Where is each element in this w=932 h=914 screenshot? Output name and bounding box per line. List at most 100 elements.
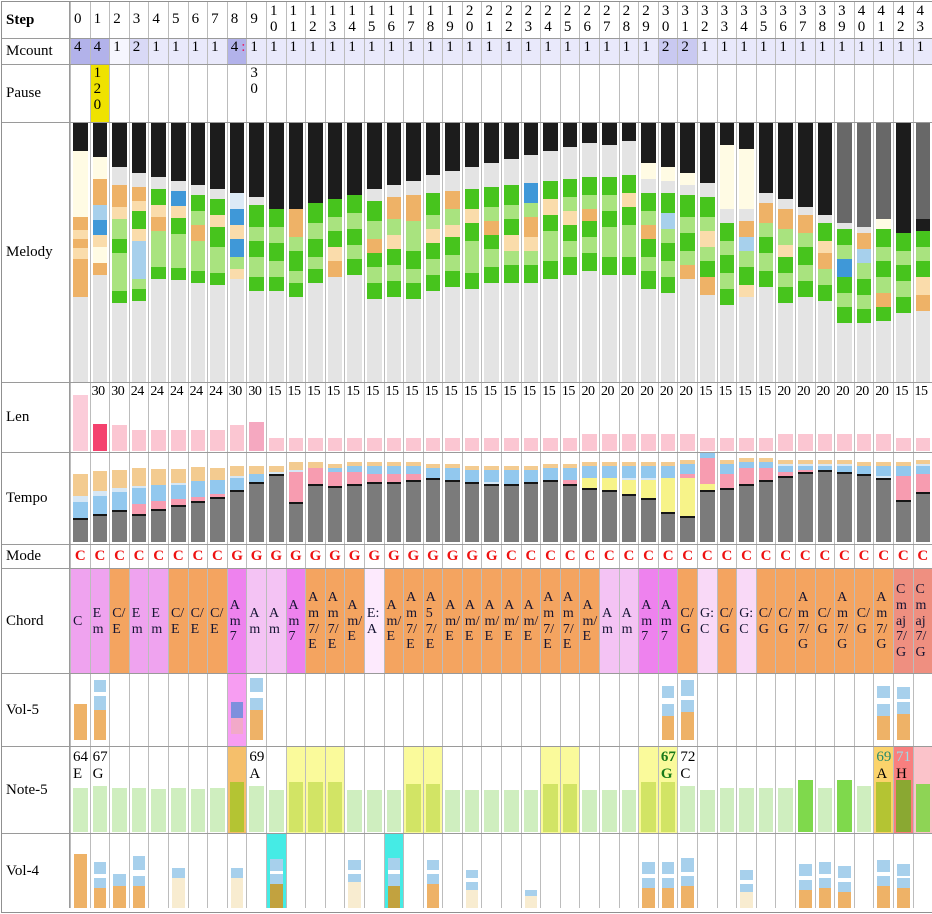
vol4-cell[interactable] <box>246 834 266 908</box>
vol5-cell[interactable] <box>109 674 129 746</box>
pause-cell[interactable] <box>697 65 717 122</box>
vol4-cell[interactable] <box>226 834 247 908</box>
mcount-cell[interactable]: 1 <box>794 39 815 64</box>
pause-cell[interactable] <box>716 65 737 122</box>
mode-cell[interactable]: C <box>148 545 168 568</box>
vol4-cell[interactable] <box>89 834 110 908</box>
note5-cell[interactable]: 64 E <box>70 747 90 833</box>
note5-cell[interactable] <box>559 747 580 833</box>
vol4-cell[interactable] <box>638 834 658 908</box>
mcount-cell[interactable]: 1 <box>755 39 776 64</box>
vol4-cell[interactable] <box>109 834 129 908</box>
len-cell[interactable]: 20 <box>834 383 854 452</box>
melody-cell[interactable] <box>89 123 110 382</box>
mcount-cell[interactable]: 1 <box>207 39 227 64</box>
step-cell[interactable]: 2 7 <box>599 2 619 38</box>
tempo-cell[interactable] <box>89 453 110 544</box>
mcount-cell[interactable]: 1 <box>540 39 560 64</box>
tempo-cell[interactable] <box>167 453 188 544</box>
step-cell[interactable]: 1 1 <box>285 2 306 38</box>
mode-cell[interactable]: C <box>697 545 717 568</box>
mcount-cell[interactable]: 1 <box>481 39 502 64</box>
pause-cell[interactable] <box>853 65 874 122</box>
mode-cell[interactable]: C <box>70 545 90 568</box>
chord-cell[interactable]: A m 7/ G <box>873 569 893 673</box>
mcount-cell[interactable]: 2 <box>128 39 149 64</box>
tempo-cell[interactable] <box>128 453 149 544</box>
mcount-cell[interactable]: 1 <box>559 39 580 64</box>
mode-cell[interactable]: G <box>226 545 247 568</box>
mode-cell[interactable]: C <box>109 545 129 568</box>
step-cell[interactable]: 2 9 <box>638 2 658 38</box>
melody-cell[interactable] <box>187 123 208 382</box>
vol5-cell[interactable] <box>403 674 423 746</box>
step-cell[interactable]: 4 2 <box>892 2 913 38</box>
tempo-cell[interactable] <box>736 453 756 544</box>
note5-cell[interactable] <box>383 747 404 833</box>
chord-cell[interactable]: C m aj 7/ G <box>892 569 913 673</box>
mcount-cell[interactable]: 2 <box>657 39 678 64</box>
note5-cell[interactable] <box>128 747 149 833</box>
vol5-cell[interactable] <box>657 674 678 746</box>
pause-cell[interactable] <box>422 65 443 122</box>
mode-cell[interactable]: G <box>461 545 482 568</box>
pause-cell[interactable] <box>461 65 482 122</box>
mode-cell[interactable]: G <box>442 545 462 568</box>
vol5-cell[interactable] <box>520 674 541 746</box>
note5-cell[interactable] <box>187 747 208 833</box>
mcount-cell[interactable]: 1 <box>148 39 168 64</box>
len-cell[interactable]: 15 <box>501 383 521 452</box>
melody-cell[interactable] <box>246 123 266 382</box>
melody-cell[interactable] <box>677 123 697 382</box>
pause-cell[interactable]: 3 0 <box>246 65 266 122</box>
mode-cell[interactable]: C <box>167 545 188 568</box>
len-cell[interactable]: 15 <box>422 383 443 452</box>
vol5-cell[interactable] <box>285 674 306 746</box>
vol4-cell[interactable] <box>265 834 286 908</box>
mcount-cell[interactable]: 1 <box>814 39 835 64</box>
note5-cell[interactable]: 67 G <box>89 747 110 833</box>
len-cell[interactable]: 20 <box>657 383 678 452</box>
mcount-cell[interactable]: 1 <box>363 39 384 64</box>
step-cell[interactable]: 4 <box>148 2 168 38</box>
vol4-cell[interactable] <box>128 834 149 908</box>
note5-cell[interactable] <box>305 747 325 833</box>
chord-cell[interactable]: A m/ E <box>344 569 364 673</box>
chord-cell[interactable]: A m 7/ E <box>403 569 423 673</box>
mcount-cell[interactable]: 1 <box>403 39 423 64</box>
note5-cell[interactable]: 72 C <box>677 747 697 833</box>
pause-cell[interactable] <box>638 65 658 122</box>
vol4-cell[interactable] <box>207 834 227 908</box>
mcount-cell[interactable]: 1 <box>442 39 462 64</box>
mcount-cell[interactable]: 1 <box>716 39 737 64</box>
len-cell[interactable]: 15 <box>912 383 932 452</box>
mode-cell[interactable]: C <box>736 545 756 568</box>
step-cell[interactable]: 6 <box>187 2 208 38</box>
vol5-cell[interactable] <box>265 674 286 746</box>
vol5-cell[interactable] <box>461 674 482 746</box>
tempo-cell[interactable] <box>70 453 90 544</box>
tempo-cell[interactable] <box>207 453 227 544</box>
note5-cell[interactable] <box>344 747 364 833</box>
len-cell[interactable]: 15 <box>305 383 325 452</box>
pause-cell[interactable]: 1 2 0 <box>89 65 110 122</box>
note5-cell[interactable] <box>638 747 658 833</box>
len-cell[interactable]: 15 <box>697 383 717 452</box>
pause-cell[interactable] <box>285 65 306 122</box>
tempo-cell[interactable] <box>520 453 541 544</box>
len-cell[interactable]: 20 <box>638 383 658 452</box>
chord-cell[interactable]: A m <box>265 569 286 673</box>
vol5-cell[interactable] <box>873 674 893 746</box>
vol4-cell[interactable] <box>618 834 639 908</box>
chord-cell[interactable]: A m 7/ E <box>305 569 325 673</box>
vol5-cell[interactable] <box>501 674 521 746</box>
note5-cell[interactable] <box>540 747 560 833</box>
melody-cell[interactable] <box>697 123 717 382</box>
chord-cell[interactable]: A m <box>618 569 639 673</box>
tempo-cell[interactable] <box>599 453 619 544</box>
note5-cell[interactable] <box>403 747 423 833</box>
pause-cell[interactable] <box>794 65 815 122</box>
note5-cell[interactable] <box>481 747 502 833</box>
note5-cell[interactable] <box>167 747 188 833</box>
mcount-cell[interactable]: 1 <box>599 39 619 64</box>
